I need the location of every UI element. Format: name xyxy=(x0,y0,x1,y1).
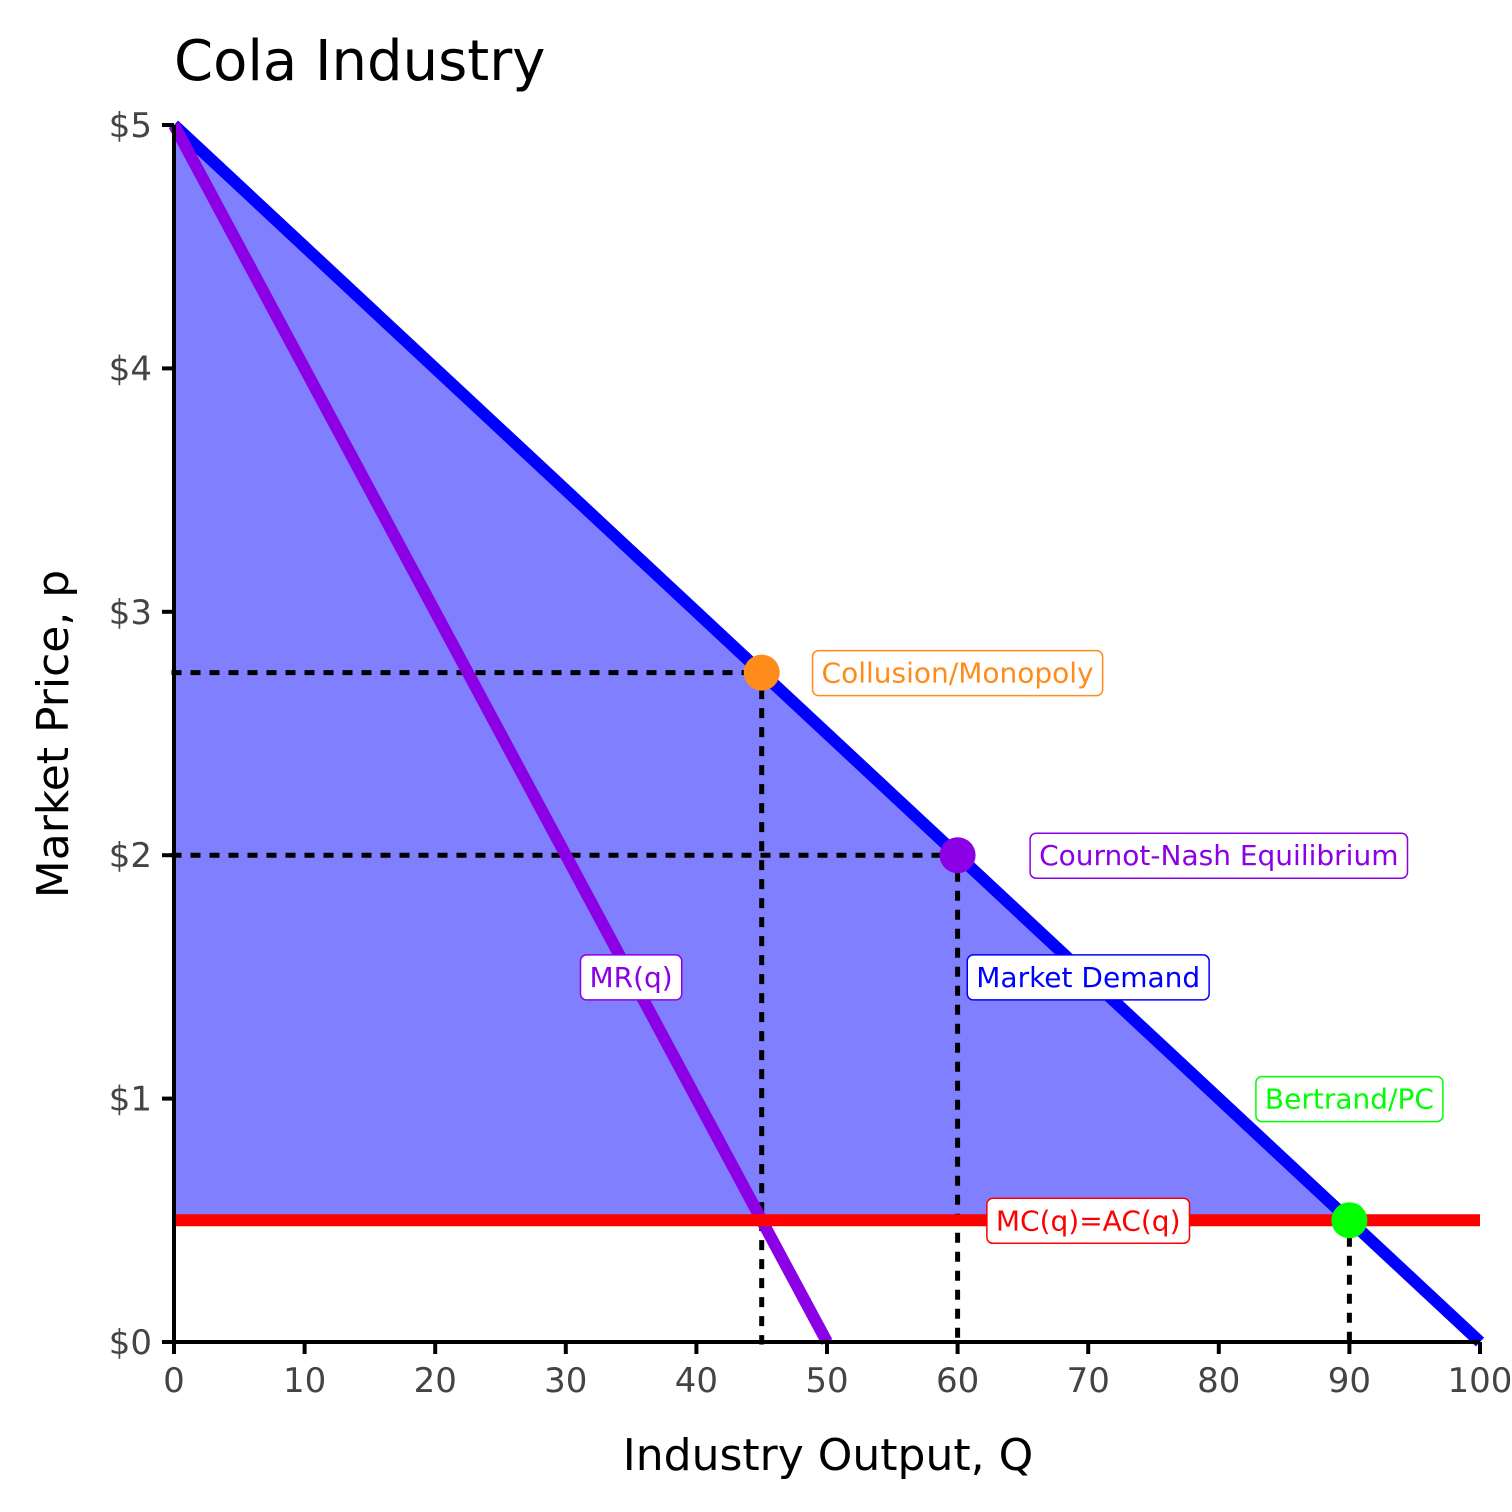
label-box xyxy=(1255,1075,1444,1123)
market-demand-label: Market Demand xyxy=(966,954,1210,1001)
label-box xyxy=(811,649,1104,697)
x-tick-label: 0 xyxy=(163,1361,185,1401)
cournot-nash-equilibrium-label: Cournot-Nash Equilibrium xyxy=(1029,832,1409,879)
x-tick-label: 10 xyxy=(283,1361,326,1401)
label-box xyxy=(986,1197,1191,1245)
collusion-monopoly-label: Collusion/Monopoly xyxy=(811,649,1104,697)
x-tick-label: 40 xyxy=(675,1361,718,1401)
y-axis-title: Market Price, p xyxy=(28,570,79,898)
x-tick-label: 90 xyxy=(1328,1361,1371,1401)
chart-title: Cola Industry xyxy=(174,29,545,94)
label-text: Market Demand xyxy=(976,961,1200,994)
bertrand-pc-point xyxy=(1331,1202,1368,1239)
label-text: Cournot-Nash Equilibrium xyxy=(1039,839,1398,872)
x-tick-label: 50 xyxy=(805,1361,848,1401)
bertrand-pc-label: Bertrand/PC xyxy=(1255,1075,1444,1123)
label-text: MR(q) xyxy=(589,961,672,994)
label-box xyxy=(966,954,1210,1001)
x-tick-label: 80 xyxy=(1197,1361,1240,1401)
y-tick-label: $3 xyxy=(109,593,152,633)
y-tick-label: $4 xyxy=(109,349,152,389)
collusion-monopoly-point xyxy=(743,654,780,691)
y-tick-label: $0 xyxy=(109,1323,152,1363)
label-box xyxy=(579,954,683,1001)
x-tick-label: 30 xyxy=(544,1361,587,1401)
x-axis-title: Industry Output, Q xyxy=(623,1430,1033,1481)
label-text: MC(q)=AC(q) xyxy=(996,1204,1181,1237)
x-tick-label: 60 xyxy=(936,1361,979,1401)
y-tick-label: $5 xyxy=(109,106,152,146)
market-demand-line xyxy=(169,120,1485,1347)
mc-q-ac-q-label: MC(q)=AC(q) xyxy=(986,1197,1191,1245)
x-tick-label: 20 xyxy=(414,1361,457,1401)
x-tick-label: 70 xyxy=(1067,1361,1110,1401)
label-box xyxy=(1029,832,1409,879)
label-text: Bertrand/PC xyxy=(1265,1083,1434,1116)
x-tick-label: 100 xyxy=(1448,1361,1512,1401)
label-text: Collusion/Monopoly xyxy=(822,657,1094,690)
y-tick-label: $1 xyxy=(109,1080,152,1120)
cournot-nash-equilibrium-point xyxy=(939,837,976,874)
mr-q-line xyxy=(168,122,833,1345)
mr-q-label: MR(q) xyxy=(579,954,683,1001)
plot-area: 0 10 20 30 40 50 60 70 80 90 100 $0 $1 $2 $3 $4 $5 Collus… xyxy=(109,106,1512,1401)
y-tick-label: $2 xyxy=(109,836,152,876)
